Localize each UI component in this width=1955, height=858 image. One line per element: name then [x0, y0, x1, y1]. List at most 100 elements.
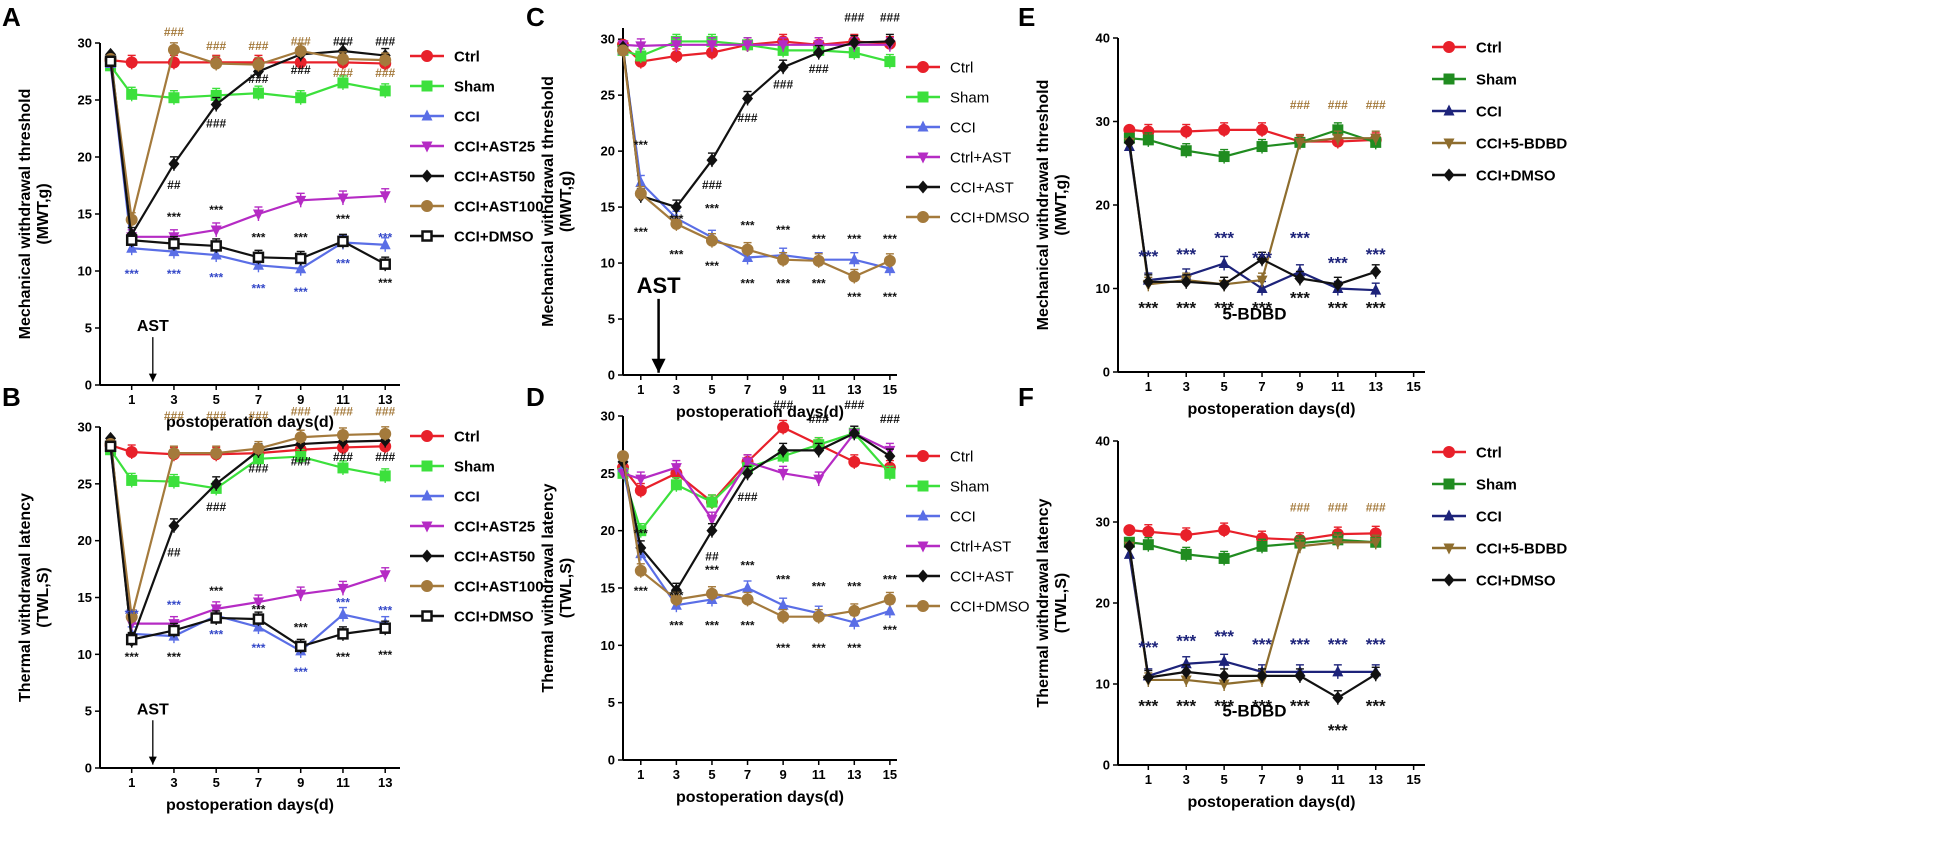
panel-f-star-annotation: *** — [1290, 697, 1310, 716]
panel-b-legend-marker-cci — [421, 489, 433, 501]
panel-a-point-cci-dmso — [104, 55, 117, 67]
panel-b-star-annotation: *** — [251, 602, 265, 616]
panel-e-star-annotation: *** — [1214, 228, 1234, 247]
panel-d-ytick-label: 0 — [608, 753, 615, 768]
panel-e-letter: E — [1018, 2, 1035, 32]
panel-a-series-cci-ast100 — [104, 42, 392, 227]
panel-c-point-ctrl-ast — [742, 40, 754, 52]
panel-a-star-annotation: *** — [336, 212, 350, 226]
panel-e-legend-label-cci-5-bdbd: CCI+5-BDBD — [1476, 136, 1567, 153]
panel-a-hash-annotation: ### — [206, 116, 226, 130]
panel-d-point-ctrl-ast — [777, 468, 789, 480]
panel-c-xtick-label: 11 — [812, 382, 826, 397]
panel-a-ytick-label: 0 — [85, 378, 92, 393]
panel-e-point-cci — [1370, 283, 1382, 295]
panel-a-ytick-label: 25 — [78, 93, 92, 108]
panel-f-xtick-label: 15 — [1406, 772, 1420, 787]
panel-f-legend: Ctrl Sham CCI CCI+5-BDBD CCI+DMSO — [1432, 445, 1567, 590]
panel-b-ytick-label: 20 — [78, 533, 92, 548]
panel-b-legend-marker-cci-ast25 — [421, 521, 433, 533]
panel-c-legend-marker-sham — [917, 91, 929, 103]
panel-c-point-sham — [848, 47, 860, 59]
panel-c-star-annotation: *** — [883, 232, 897, 246]
panel-f-point-cci-dmso — [1123, 539, 1135, 553]
panel-f-point-cci-dmso — [1256, 669, 1268, 683]
panel-b-series-cci-ast100 — [104, 426, 392, 624]
panel-f-series-sham — [1123, 532, 1382, 566]
panel-a-legend-label-cci-dmso: CCI+DMSO — [454, 229, 534, 246]
panel-b-xtick-label: 1 — [128, 775, 135, 790]
panel-d-hash-annotation: ### — [773, 398, 793, 412]
panel-c-ylabel: Mechanical withdrawal threshold — [540, 76, 557, 327]
panel-c-point-cci-ast — [742, 92, 754, 106]
panel-d-point-cci-ast — [813, 443, 825, 457]
panel-b-point-cci-ast25 — [379, 570, 391, 582]
panel-b-point-cci-ast50 — [210, 477, 222, 491]
panel-a-series-sham — [105, 60, 391, 105]
panel-a-point-cci-ast25 — [379, 191, 391, 203]
panel-c-legend-marker-cci-dmso — [917, 211, 929, 223]
panel-c-point-cci-ast — [706, 153, 718, 167]
panel-e-star-annotation: *** — [1176, 299, 1196, 318]
panel-d-star-annotation: *** — [812, 579, 826, 593]
panel-e-point-cci-dmso — [1370, 265, 1382, 279]
panel-a-xtick-label: 5 — [213, 392, 220, 407]
panel-a-hash-annotation: ### — [333, 66, 353, 80]
panel-d-legend-label-cci-ast: CCI+AST — [950, 569, 1014, 586]
panel-e-line-cci-5-bdbd — [1128, 137, 1376, 286]
panel-e-xtick-label: 3 — [1183, 379, 1190, 394]
panel-b-legend-marker-cci-ast50 — [421, 549, 433, 563]
panel-f-point-ctrl — [1218, 524, 1231, 537]
panel-a-legend-label-cci-ast100: CCI+AST100 — [454, 199, 544, 216]
panel-e-series-cci — [1123, 140, 1382, 298]
panel-f-point-cci-dmso — [1180, 665, 1192, 679]
panel-b-point-cci-ast25 — [295, 589, 307, 601]
panel-b-point-sham — [337, 462, 349, 474]
panel-d-point-cci — [884, 604, 896, 616]
panel-d-xtick-label: 11 — [812, 767, 826, 782]
panel-f-xtick-label: 9 — [1296, 772, 1303, 787]
panel-f-xtick-label: 3 — [1183, 772, 1190, 787]
panel-a-xtick-label: 9 — [297, 392, 304, 407]
panel-d-point-ctrl-ast — [706, 514, 718, 526]
panel-e-line-sham — [1129, 128, 1377, 158]
panel-b-line-ctrl — [110, 444, 386, 456]
panel-a-point-sham — [126, 88, 138, 100]
panel-a-star-annotation: *** — [294, 285, 308, 299]
panel-b-star-annotation: *** — [294, 665, 308, 679]
panel-b-legend-marker-sham — [421, 460, 433, 472]
panel-f-letter: F — [1018, 382, 1034, 412]
panel-b-point-cci-dmso — [294, 640, 307, 653]
panel-c-point-ctrl — [670, 49, 683, 62]
panel-c-star-annotation: *** — [883, 290, 897, 304]
panel-c-ytick-label: 25 — [601, 88, 615, 103]
panel-f-ytick-label: 40 — [1096, 434, 1110, 449]
panel-c-legend-marker-ctrl-ast — [917, 152, 929, 164]
panel-f-point-cci-5-bdbd — [1332, 537, 1344, 549]
panel-a-point-cci-dmso — [379, 258, 391, 270]
panel-a-legend-label-cci: CCI — [454, 109, 480, 126]
panel-b-xtick-label: 5 — [213, 775, 220, 790]
panel-d-point-sham — [884, 467, 896, 479]
panel-d-legend-label-cci: CCI — [950, 509, 976, 526]
panel-d-legend-marker-ctrl-ast — [917, 541, 929, 553]
panel-f-xtick-label: 5 — [1221, 772, 1228, 787]
panel-f-series-cci-dmso — [1123, 539, 1382, 705]
panel-d-star-annotation: *** — [705, 618, 719, 632]
panel-b-hash-annotation: ### — [248, 409, 268, 423]
panel-b-xtick-label: 11 — [336, 775, 350, 790]
panel-c-ylabel-units: (MWT,g) — [558, 171, 575, 232]
panel-a-point-sham — [210, 89, 222, 101]
panel-d-star-annotation: *** — [634, 584, 648, 598]
panel-b-hash-annotation: ### — [206, 409, 226, 423]
panel-c-star-annotation: *** — [741, 277, 755, 291]
panel-e-series-cci-dmso — [1123, 135, 1382, 292]
panel-d-legend-label-cci-dmso: CCI+DMSO — [950, 599, 1030, 616]
panel-f-point-cci-dmso — [1370, 667, 1382, 681]
panel-c-hash-annotation: ### — [702, 178, 722, 192]
panel-d-xtick-label: 3 — [673, 767, 680, 782]
panel-a-legend-marker-sham — [421, 80, 433, 92]
panel-a-point-ctrl — [125, 56, 138, 69]
panel-f-legend-marker-sham — [1443, 478, 1455, 490]
panel-e-legend-label-cci-dmso: CCI+DMSO — [1476, 168, 1556, 185]
